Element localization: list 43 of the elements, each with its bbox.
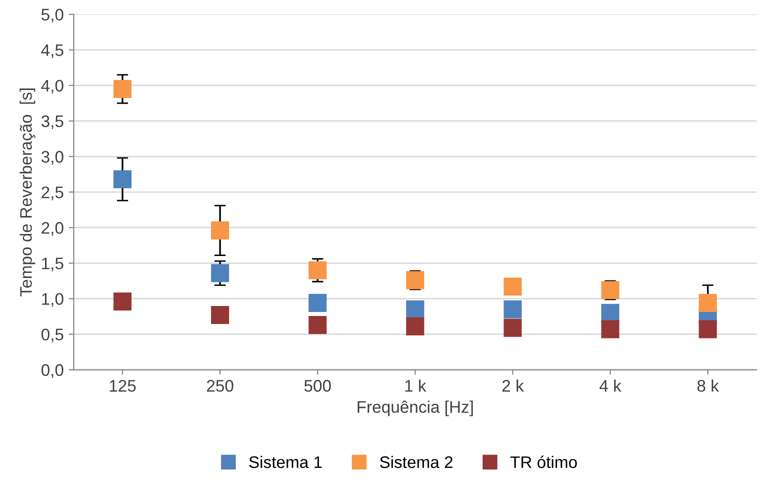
point — [211, 264, 230, 282]
x-tick-label: 500 — [304, 380, 331, 392]
legend-label: Sistema 2 — [380, 456, 452, 468]
x-tick-label: 2 k — [502, 379, 524, 392]
y-tick-label: 1,5 — [42, 258, 64, 272]
point — [601, 304, 620, 322]
y-tick-label: 4,0 — [41, 80, 64, 94]
point — [211, 306, 230, 324]
point — [504, 300, 522, 318]
y-tick-label: 2,5 — [42, 186, 64, 200]
point — [308, 294, 327, 312]
y-tick-label: 2,0 — [42, 222, 64, 236]
y-tick-label: 4,5 — [41, 44, 64, 58]
y-tick-label: 3,0 — [41, 150, 64, 165]
y-tick-label: 0,0 — [41, 364, 64, 378]
x-tick-label: 8 k — [697, 379, 719, 392]
x-tick-label: 250 — [206, 380, 234, 392]
point — [698, 320, 717, 338]
y-tick-label: 0,5 — [41, 328, 64, 342]
point — [504, 318, 522, 337]
point — [601, 320, 620, 338]
point — [406, 271, 424, 290]
point — [308, 316, 327, 334]
x-tick-label: 4 k — [600, 379, 622, 392]
point — [113, 292, 132, 311]
y-axis-title: Tempo de Reverberação [s] — [20, 88, 36, 296]
legend-label: Sistema 1 — [249, 456, 322, 468]
point — [698, 294, 717, 312]
y-tick-label: 5,0 — [42, 8, 64, 23]
point — [601, 281, 620, 300]
point — [504, 278, 522, 296]
point — [211, 221, 230, 240]
point — [113, 170, 132, 188]
point — [406, 317, 424, 336]
y-tick-label: 1,0 — [42, 293, 64, 307]
point — [406, 300, 424, 318]
y-tick-label: 3,5 — [41, 115, 64, 130]
x-axis-title: Frequência [Hz] — [358, 400, 473, 416]
point — [308, 261, 327, 280]
legend-label: TR ótimo — [510, 456, 577, 468]
point — [113, 80, 132, 98]
x-tick-label: 125 — [110, 380, 136, 392]
x-tick-label: 1 k — [405, 379, 426, 392]
